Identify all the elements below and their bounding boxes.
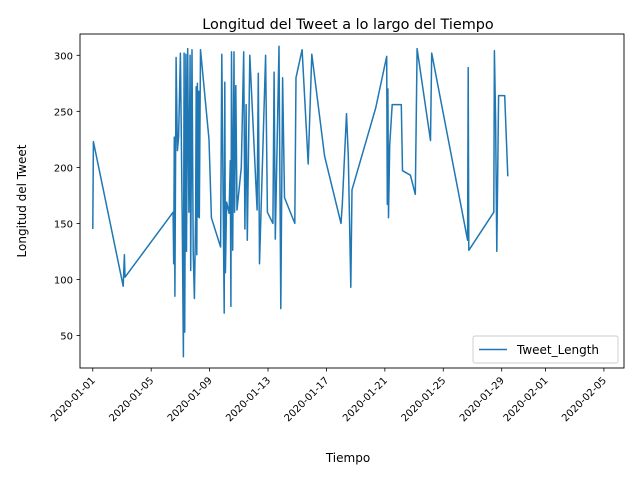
x-tick-label: 2020-01-21 [341, 375, 390, 424]
legend-label: Tweet_Length [516, 343, 599, 357]
x-axis-label: Tiempo [325, 451, 370, 465]
legend: Tweet_Length [472, 335, 619, 364]
chart-title: Longitud del Tweet a lo largo del Tiempo [202, 17, 494, 33]
x-tick-label: 2020-02-01 [502, 375, 551, 424]
y-tick-label: 100 [54, 276, 73, 287]
x-tick-label: 2020-01-29 [458, 375, 507, 424]
x-tick-label: 2020-01-13 [224, 375, 273, 424]
x-tick-label: 2020-01-25 [400, 375, 449, 424]
y-axis-label: Longitud del Tweet [15, 144, 29, 257]
y-tick-label: 300 [54, 51, 73, 62]
legend-box [472, 335, 619, 364]
plot-frame [79, 33, 625, 369]
series-line-tweet-length [92, 45, 509, 358]
y-tick-label: 150 [54, 220, 73, 231]
y-axis: 50 100 150 200 250 300 [54, 51, 80, 343]
x-tick-label: 2020-01-05 [107, 375, 156, 424]
y-tick-label: 200 [54, 164, 73, 175]
y-tick-label: 50 [60, 332, 73, 343]
plot-area [79, 33, 625, 369]
x-tick-label: 2020-01-09 [166, 375, 215, 424]
x-tick-label: 2020-01-17 [283, 375, 332, 424]
x-tick-label: 2020-02-05 [560, 375, 609, 424]
x-axis: 2020-01-01 2020-01-05 2020-01-09 2020-01-13… [49, 368, 609, 424]
y-tick-label: 250 [54, 108, 73, 119]
x-tick-label: 2020-01-01 [49, 375, 98, 424]
